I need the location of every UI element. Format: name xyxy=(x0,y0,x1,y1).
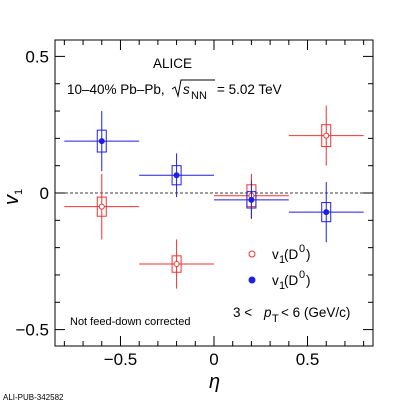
legend-label-open: v 1(D 0) xyxy=(272,243,311,266)
legend-marker-filled xyxy=(248,276,256,284)
y-tick-labels: −0.5 0 0.5 xyxy=(15,47,49,339)
sys-error-box xyxy=(96,196,107,217)
marker-filled-circle xyxy=(323,209,330,216)
data-point-open xyxy=(288,105,364,166)
x-tick-label: 0 xyxy=(209,350,218,369)
subtitle: 10–40% Pb–Pb, s NN = 5.02 TeV xyxy=(67,79,282,102)
data-marks xyxy=(64,105,364,289)
sys-error-box xyxy=(96,129,107,153)
svg-text:10–40% Pb–Pb,: 10–40% Pb–Pb, xyxy=(67,82,165,97)
x-axis-label: η xyxy=(209,371,220,393)
marker-open-circle xyxy=(323,132,330,139)
svg-text:1: 1 xyxy=(13,189,25,195)
x-tick-label: 0.5 xyxy=(296,350,320,369)
marker-filled-circle xyxy=(248,196,255,203)
svg-text:0: 0 xyxy=(299,243,305,255)
svg-text:1: 1 xyxy=(279,254,285,266)
svg-text:v: v xyxy=(272,273,279,288)
marker-filled-circle xyxy=(98,138,105,145)
data-point-filled xyxy=(214,180,289,219)
svg-text:): ) xyxy=(306,247,311,262)
svg-text:v: v xyxy=(1,194,23,205)
feed-down-note: Not feed-down corrected xyxy=(70,316,190,328)
svg-text:(D: (D xyxy=(284,247,298,262)
y-tick-label: −0.5 xyxy=(15,321,49,340)
svg-text:0: 0 xyxy=(299,269,305,281)
sys-error-box xyxy=(321,202,332,223)
svg-text:1: 1 xyxy=(279,280,285,292)
y-axis-label: v 1 xyxy=(1,189,25,205)
marker-open-circle xyxy=(98,203,105,210)
marker-filled-circle xyxy=(173,172,180,179)
svg-text:T: T xyxy=(272,313,279,325)
svg-text:p: p xyxy=(263,305,272,320)
legend: v 1(D 0) v 1(D 0) xyxy=(248,243,311,292)
y-tick-label: 0 xyxy=(40,184,49,203)
data-point-filled xyxy=(64,111,140,172)
svg-text:s: s xyxy=(183,82,190,97)
svg-text:(D: (D xyxy=(284,273,298,288)
kinematic-range-label: 3 < p T < 6 (GeV/c) xyxy=(233,305,350,325)
sys-error-box xyxy=(321,124,332,148)
sys-error-box xyxy=(171,255,182,273)
data-point-open xyxy=(139,239,214,289)
svg-text:NN: NN xyxy=(191,90,207,102)
axis-ticks xyxy=(55,40,373,346)
svg-text:v: v xyxy=(272,247,279,262)
y-tick-label: 0.5 xyxy=(25,47,49,66)
publication-id: ALI-PUB-342582 xyxy=(3,393,64,402)
data-point-filled xyxy=(139,153,214,198)
title: ALICE xyxy=(153,56,192,71)
sys-error-box xyxy=(171,165,182,186)
svg-text:< 6 (GeV/c): < 6 (GeV/c) xyxy=(281,305,350,320)
svg-text:3 <: 3 < xyxy=(233,305,252,320)
marker-open-circle xyxy=(173,261,180,268)
sys-error-box xyxy=(246,191,257,209)
legend-label-filled: v 1(D 0) xyxy=(272,269,311,292)
svg-text:= 5.02 TeV: = 5.02 TeV xyxy=(217,82,282,97)
x-tick-label: −0.5 xyxy=(104,350,138,369)
data-point-open xyxy=(64,173,140,240)
svg-text:): ) xyxy=(306,273,311,288)
legend-marker-open xyxy=(248,250,256,258)
x-tick-labels: −0.5 0 0.5 xyxy=(104,350,320,369)
data-point-filled xyxy=(288,182,364,243)
